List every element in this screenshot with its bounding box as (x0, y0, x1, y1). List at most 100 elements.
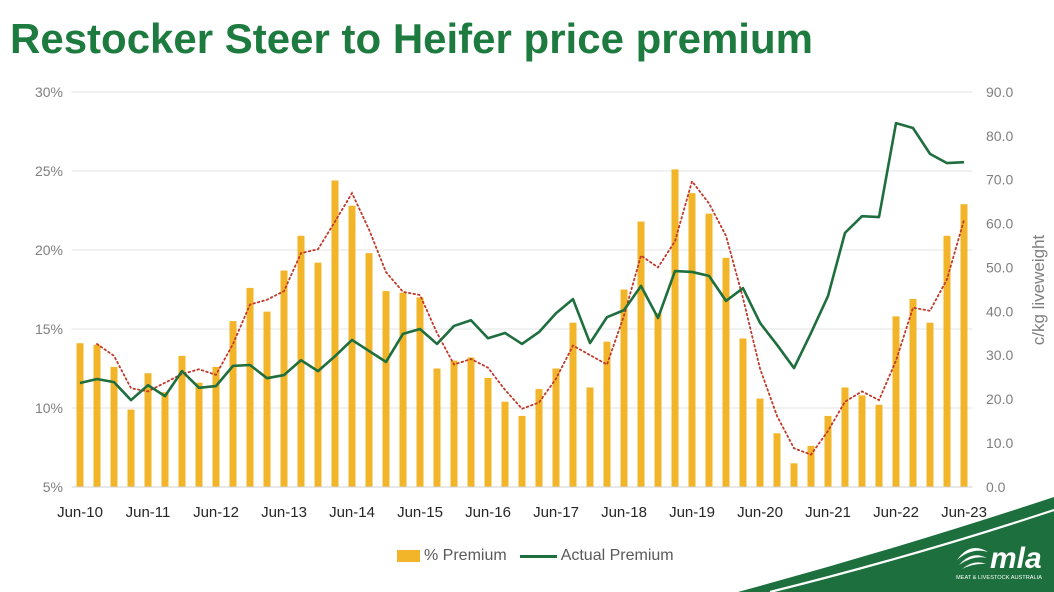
y-tick-label: 10% (35, 400, 63, 416)
y-tick-label: 5% (43, 479, 63, 495)
y2-tick-label: 70.0 (986, 172, 1013, 188)
bar-percent-premium (688, 193, 696, 487)
y-tick-label: 25% (35, 163, 63, 179)
legend-label: % Premium (424, 547, 507, 564)
bar-percent-premium (705, 213, 713, 487)
bar-percent-premium (552, 368, 560, 487)
bar-percent-premium (841, 387, 849, 487)
series-lines (79, 121, 965, 456)
bar-percent-premium (331, 180, 339, 488)
x-tick-label: Jun-20 (737, 504, 783, 521)
logo-icon-band-top (957, 547, 988, 560)
y2-tick-label: 20.0 (986, 391, 1013, 407)
bar-percent-premium (926, 322, 934, 487)
y2-tick-label: 80.0 (986, 128, 1013, 144)
x-tick-label: Jun-19 (669, 504, 715, 521)
bar-percent-premium (195, 382, 203, 487)
bar-percent-premium (671, 169, 679, 488)
x-tick-label: Jun-18 (601, 504, 647, 521)
bar-percent-premium (263, 311, 271, 487)
bar-percent-premium (943, 235, 951, 487)
y2-tick-label: 30.0 (986, 347, 1013, 363)
y2-tick-label: 50.0 (986, 259, 1013, 275)
y2-tick-label: 0.0 (986, 479, 1006, 495)
bar-percent-premium (569, 322, 577, 487)
legend-swatch-bar (397, 550, 420, 562)
x-tick-label: Jun-12 (193, 504, 239, 521)
legend-item-actual-premium: Actual Premium (519, 547, 674, 565)
x-tick-label: Jun-16 (465, 504, 511, 521)
green-swoosh-shape (738, 497, 1054, 592)
bar-percent-premium (416, 297, 424, 487)
legend-label: Actual Premium (560, 547, 674, 564)
bar-percent-premium (365, 253, 373, 487)
bar-percent-premium (518, 415, 526, 487)
y-tick-label: 30% (35, 84, 63, 100)
bar-percent-premium (773, 433, 781, 487)
logo-icon-band-middle (959, 555, 987, 565)
bar-percent-premium (807, 445, 815, 487)
bar-percent-premium (875, 404, 883, 487)
gridlines (71, 91, 973, 409)
legend-swatch-line (519, 554, 557, 558)
y-axis-left-labels: 5% 10% 15% 20% 25% 30% (35, 84, 63, 495)
bar-percent-premium (246, 287, 254, 487)
mla-logo: mla MEAT & LIVESTOCK AUSTRALIA (956, 542, 1042, 581)
premium-bars (76, 169, 968, 488)
x-tick-label: Jun-22 (873, 504, 919, 521)
bar-percent-premium (858, 395, 866, 487)
page-title: Restocker Steer to Heifer price premium (10, 15, 813, 62)
bar-percent-premium (756, 398, 764, 487)
bar-percent-premium (399, 292, 407, 487)
logo-icon-band-bottom (962, 562, 986, 569)
bar-percent-premium (892, 316, 900, 487)
bar-percent-premium (909, 298, 917, 487)
bar-percent-premium (161, 392, 169, 487)
x-tick-label: Jun-13 (261, 504, 307, 521)
y2-tick-label: 90.0 (986, 84, 1013, 100)
y-tick-label: 20% (35, 242, 63, 258)
x-tick-label: Jun-15 (397, 504, 443, 521)
bar-percent-premium (229, 321, 237, 487)
bar-percent-premium (501, 401, 509, 487)
bar-percent-premium (450, 360, 458, 487)
x-tick-label: Jun-10 (57, 504, 103, 521)
bar-percent-premium (603, 341, 611, 487)
bar-percent-premium (127, 409, 135, 487)
series-line-trend-dotted (96, 179, 965, 456)
mla-logo-icon (957, 547, 988, 569)
y-axis-right-labels: 0.0 10.0 20.0 30.0 40.0 50.0 60.0 70.0 80.0 90.0 (986, 84, 1013, 495)
bar-percent-premium (212, 366, 220, 487)
bar-percent-premium (722, 257, 730, 487)
series-line-actual-premium (79, 121, 965, 402)
y2-axis-title: c/kg liveweight (1029, 234, 1048, 345)
y2-tick-label: 10.0 (986, 435, 1013, 451)
bar-percent-premium (93, 344, 101, 487)
bar-percent-premium (314, 262, 322, 487)
x-tick-label: Jun-21 (805, 504, 851, 521)
bar-percent-premium (348, 205, 356, 487)
bar-percent-premium (433, 368, 441, 487)
bar-percent-premium (637, 221, 645, 487)
y-tick-label: 15% (35, 321, 63, 337)
bar-percent-premium (144, 373, 152, 487)
bar-percent-premium (535, 389, 543, 487)
bar-percent-premium (739, 338, 747, 487)
x-tick-label: Jun-11 (126, 504, 171, 521)
bar-percent-premium (960, 204, 968, 487)
x-tick-label: Jun-17 (533, 504, 579, 521)
x-tick-label: Jun-23 (941, 504, 987, 521)
mla-logo-tagline: MEAT & LIVESTOCK AUSTRALIA (956, 575, 1042, 581)
swoosh-white-stripe (769, 508, 1054, 592)
bar-percent-premium (484, 377, 492, 487)
legend-item-percent-premium: % Premium (397, 547, 507, 565)
bar-percent-premium (76, 343, 84, 487)
x-tick-label: Jun-14 (329, 504, 375, 521)
bar-percent-premium (654, 313, 662, 487)
bar-percent-premium (110, 366, 118, 487)
bar-percent-premium (382, 291, 390, 487)
mla-logo-wordmark: mla (990, 542, 1042, 575)
bar-percent-premium (824, 415, 832, 487)
